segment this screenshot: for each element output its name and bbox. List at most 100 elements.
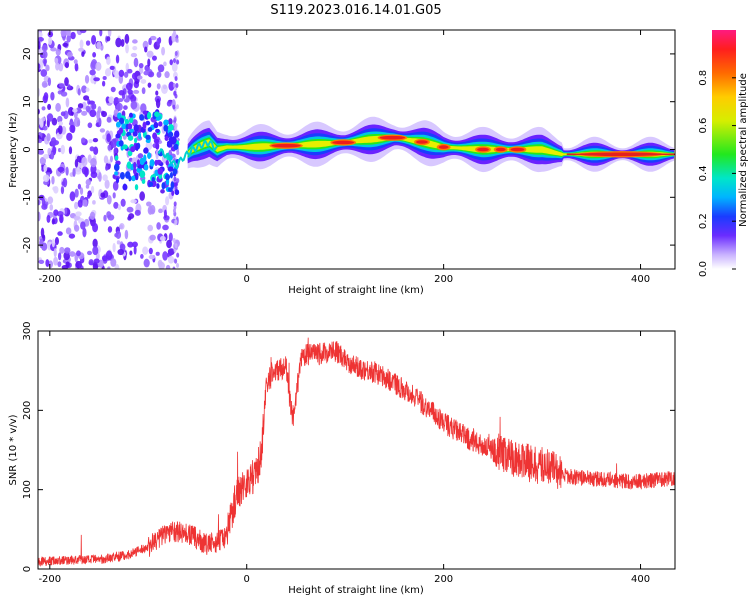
spectrogram-noise-speck [51, 238, 56, 248]
spectrogram-noise-speck [58, 124, 63, 135]
spectrogram-noise-speck [39, 156, 46, 165]
snr-y-tick-label: 300 [22, 321, 33, 340]
spectrogram-noise-speck [85, 105, 91, 113]
spectrogram-noise-speck [144, 46, 148, 53]
spectrogram-cluster-speck [122, 144, 128, 150]
spectrogram-x-tick-label: 0 [244, 274, 250, 285]
spectrogram-noise-speck [131, 72, 138, 80]
spectrogram-noise-speck [102, 174, 108, 181]
spectrogram-cluster-speck [151, 177, 155, 182]
spectrogram-noise-speck [127, 241, 134, 248]
spectrogram-cluster-speck [168, 124, 174, 131]
spectrogram-noise-speck [104, 179, 110, 189]
spectrogram-noise-speck [155, 98, 161, 109]
spectrogram-noise-speck [82, 227, 87, 238]
snr-x-tick-label: 400 [631, 574, 650, 585]
spectrogram-noise-speck [148, 37, 152, 46]
spectrogram-noise-speck [112, 181, 119, 191]
spectrogram-noise-speck [174, 243, 178, 249]
spectrogram-noise-speck [156, 37, 160, 47]
spectrogram-noise-speck [132, 39, 138, 44]
spectrogram-noise-speck [107, 144, 112, 151]
spectrogram-cluster-speck [127, 135, 134, 141]
spectrogram-cluster-speck [135, 143, 139, 151]
spectrogram-noise-speck [167, 255, 175, 264]
spectrogram-noise-speck [72, 167, 76, 178]
spectrogram-noise-speck [130, 52, 138, 58]
spectrogram-noise-speck [168, 81, 175, 91]
spectrogram-noise-speck [74, 201, 79, 210]
spectrogram-noise-speck [98, 172, 102, 182]
spectrogram-noise-speck [96, 41, 102, 50]
spectrogram-noise-speck [64, 77, 69, 87]
spectrogram-noise-speck [82, 199, 88, 207]
colorbar-gradient [712, 30, 736, 269]
spectrogram-noise-speck [101, 255, 108, 262]
spectrogram-noise-speck [68, 121, 76, 126]
spectrogram-cluster-speck [139, 157, 145, 166]
spectrogram-noise-speck [137, 153, 144, 159]
spectrogram-noise-speck [48, 36, 53, 46]
spectrogram-panel: -200 0 200 400 -20 -10 0 10 20 Height of straigh… [8, 29, 676, 296]
spectrogram-noise-speck [115, 37, 122, 48]
spectrogram-noise-speck [69, 191, 76, 202]
spectrogram-cluster-speck [168, 131, 174, 138]
spectrogram-noise-speck [39, 238, 44, 249]
spectrogram-cluster-speck [145, 134, 151, 140]
spectrogram-cluster-speck [129, 112, 133, 118]
spectrogram-noise-speck [125, 82, 133, 91]
spectrogram-noise-speck [61, 264, 69, 269]
spectrogram-noise-speck [86, 250, 93, 256]
spectrogram-noise-speck [166, 100, 172, 107]
spectrogram-noise-speck [132, 89, 140, 94]
spectrogram-cluster-speck [161, 182, 166, 190]
spectrogram-cluster-speck [146, 112, 151, 120]
spectrogram-noise-speck [92, 238, 98, 248]
spectrogram-noise-speck [172, 58, 176, 64]
spectrogram-cluster-speck [149, 159, 155, 167]
spectrogram-noise-speck [66, 132, 73, 141]
spectrogram-noise-speck [89, 211, 96, 220]
spectrogram-noise-speck [65, 166, 69, 176]
spectrogram-noise-speck [147, 82, 152, 88]
spectrogram-noise-speck [90, 75, 96, 84]
spectrogram-noise-speck [58, 121, 64, 126]
spectrogram-noise-speck [88, 259, 94, 266]
colorbar-tick-label: 0.4 [698, 165, 709, 181]
spectrogram-noise-speck [50, 91, 55, 101]
spectrogram-noise-speck [149, 234, 156, 241]
spectrogram-noise-speck [54, 57, 59, 64]
spectrogram-noise-speck [138, 63, 144, 69]
spectrogram-noise-speck [90, 157, 97, 168]
spectrogram-noise-speck [147, 58, 151, 67]
spectrogram-noise-speck [147, 71, 155, 78]
spectrogram-noise-speck [174, 76, 178, 82]
spectrogram-noise-speck [60, 185, 65, 195]
spectrogram-cluster-speck [147, 152, 152, 160]
spectrogram-noise-speck [172, 208, 176, 214]
spectrogram-ridge-core-red [379, 135, 406, 140]
spectrogram-noise-speck [85, 40, 91, 46]
spectrogram-noise-speck [101, 80, 106, 87]
spectrogram-ridge-core-red [510, 147, 525, 152]
spectrogram-noise-speck [81, 156, 88, 167]
spectrogram-noise-speck [64, 61, 69, 69]
spectrogram-noise-speck [59, 215, 63, 223]
spectrogram-noise-speck [126, 206, 134, 213]
spectrogram-noise-speck [155, 90, 159, 96]
spectrogram-cluster-speck [129, 128, 135, 134]
spectrogram-noise-speck [161, 84, 168, 95]
spectrogram-cluster-speck [127, 150, 133, 157]
spectrogram-noise-speck [65, 97, 70, 108]
spectrogram-cluster-speck [171, 139, 176, 145]
snr-x-tick-label: 200 [434, 574, 453, 585]
spectrogram-noise-speck [156, 71, 162, 78]
spectrogram-noise-speck [139, 191, 145, 201]
spectrogram-noise-speck [73, 117, 81, 127]
spectrogram-cluster-speck [129, 117, 134, 124]
spectrogram-noise-speck [66, 51, 73, 58]
spectrogram-noise-speck [89, 109, 97, 118]
snr-x-tick-label: 0 [244, 574, 250, 585]
spectrogram-noise-speck [164, 71, 170, 79]
colorbar: 0.0 0.2 0.4 0.6 0.8 Normalized spectral ampl… [698, 30, 749, 277]
